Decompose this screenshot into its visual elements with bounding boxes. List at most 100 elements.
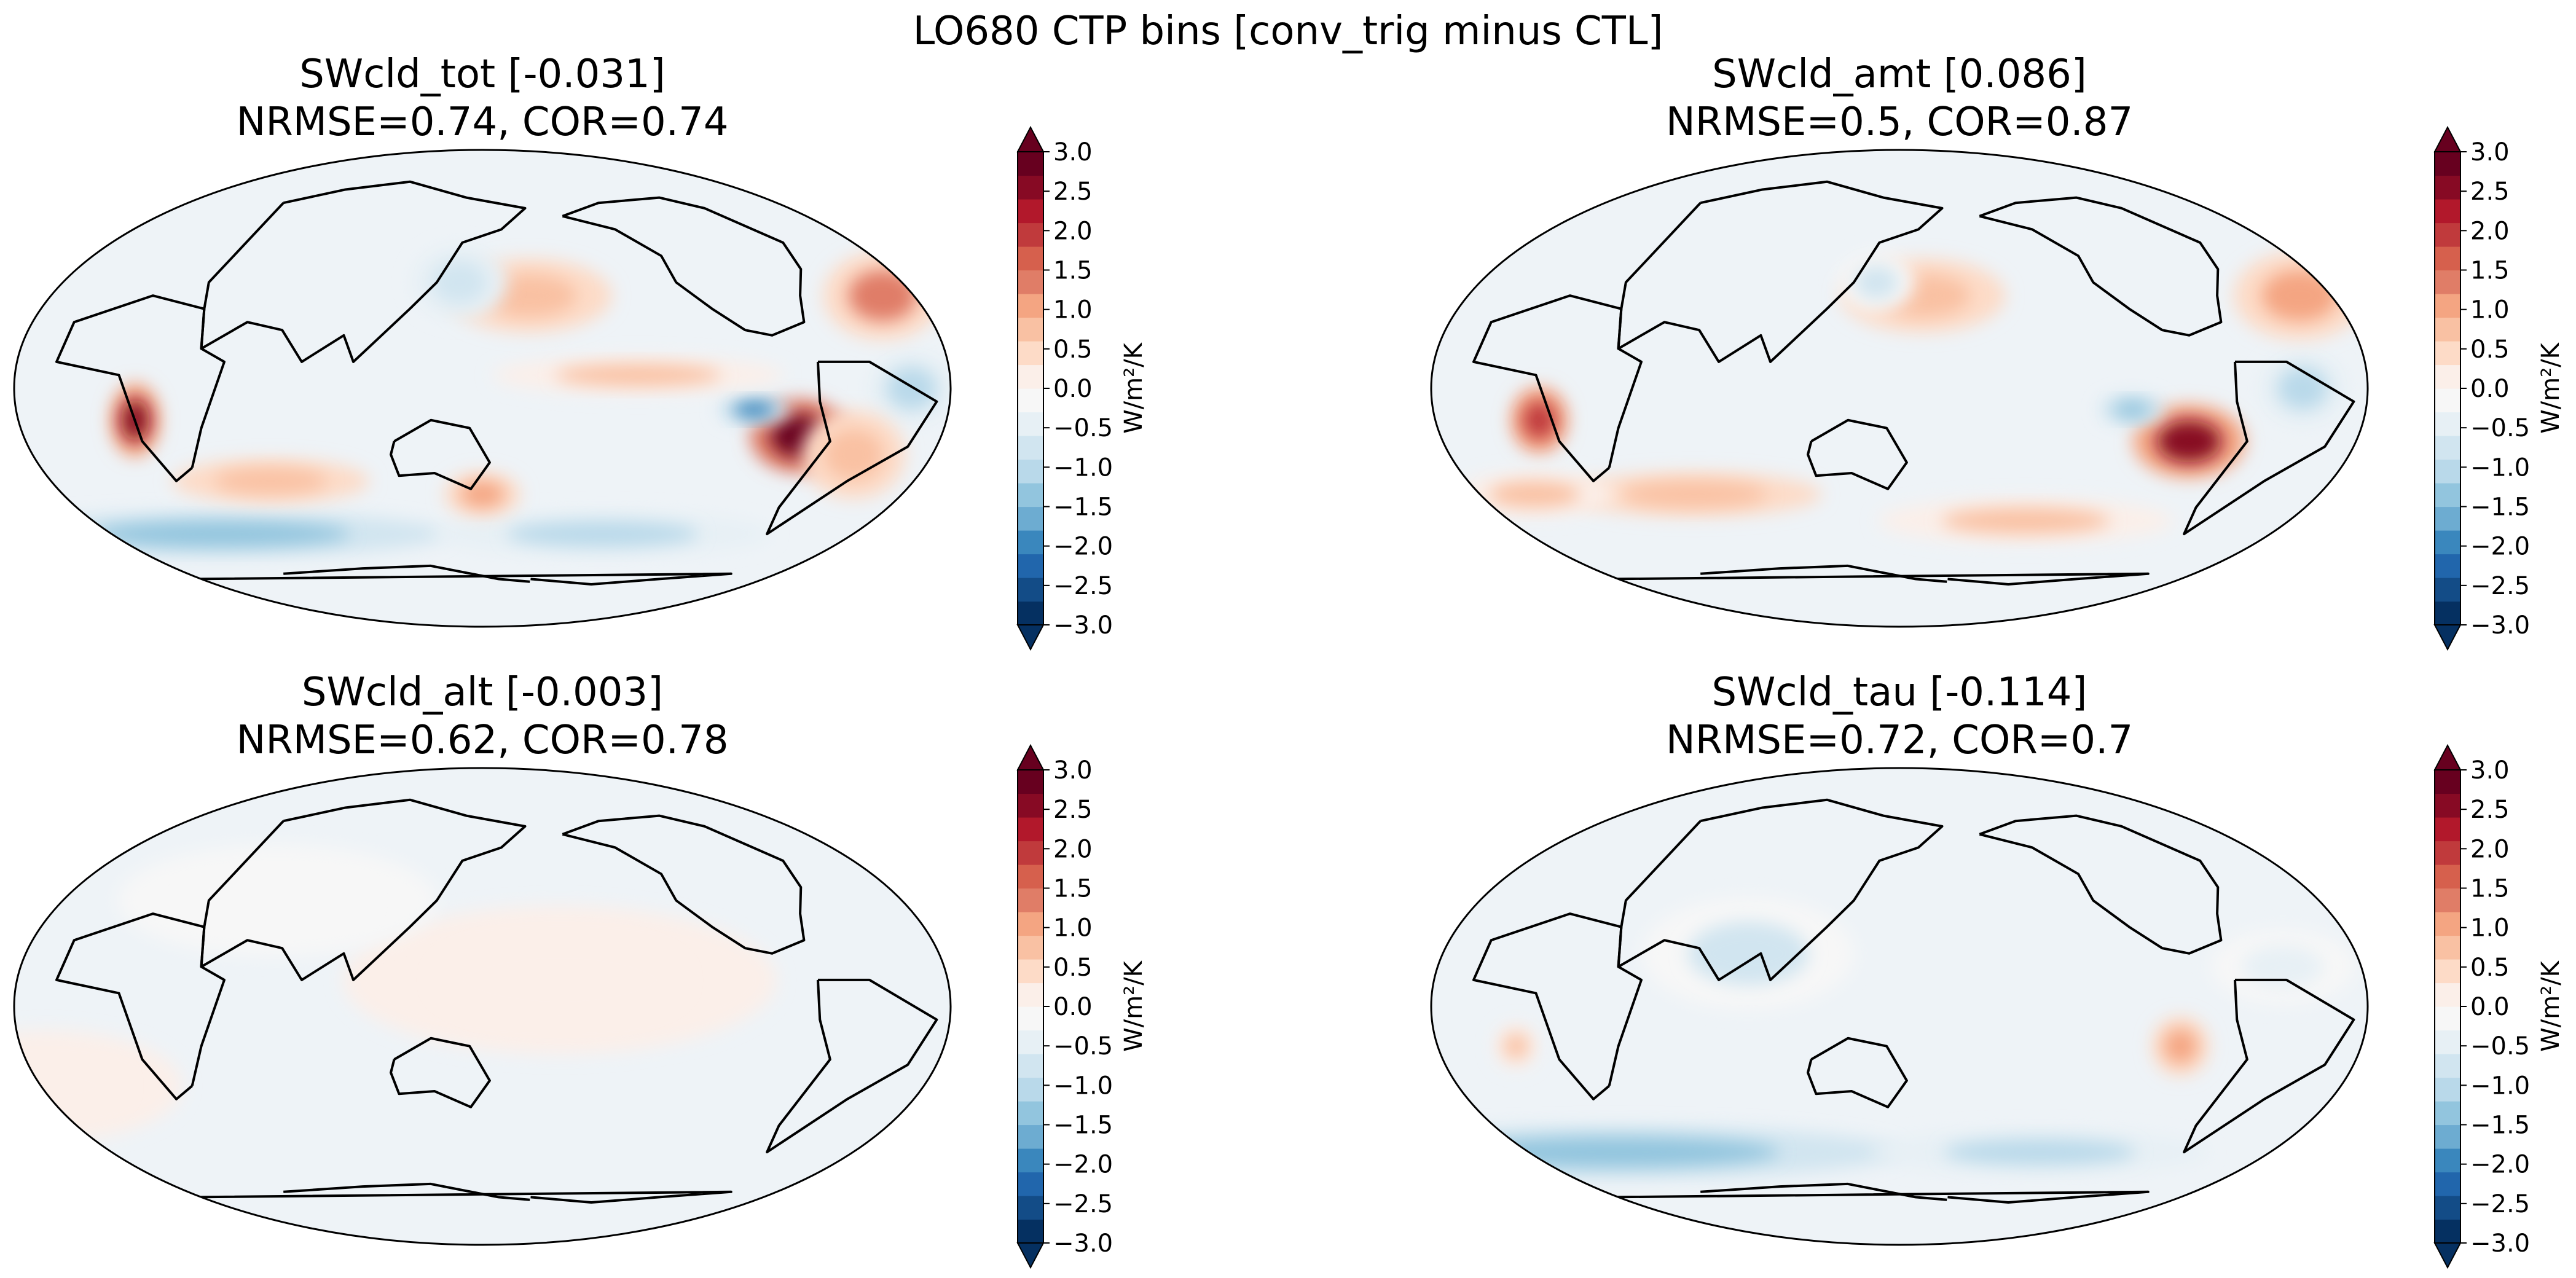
colorbar-segment-5 xyxy=(1018,483,1043,508)
colorbar-tick-label: −1.5 xyxy=(1053,493,1113,522)
colorbar-tick-label: −0.5 xyxy=(1053,1032,1113,1060)
anomaly-core-9 xyxy=(432,261,487,304)
colorbar-tick-label: 2.0 xyxy=(2470,835,2510,863)
colorbar-segment-17 xyxy=(2435,817,2460,842)
colorbar-segment-3 xyxy=(1018,1148,1043,1173)
colorbar-segment-5 xyxy=(2435,1101,2460,1126)
colorbar-tick-label: 2.0 xyxy=(2470,217,2510,245)
colorbar-segment-16 xyxy=(1018,841,1043,865)
colorbar-tick-label: −1.0 xyxy=(2470,1072,2530,1100)
anomaly-core-2 xyxy=(2164,1029,2197,1064)
colorbar-label: W/m²/K xyxy=(2537,960,2565,1052)
coastline-australia xyxy=(390,418,491,490)
anomaly-core-1 xyxy=(14,1054,125,1118)
panel-title-line2: NRMSE=0.5, COR=0.87 xyxy=(1665,100,2134,145)
colorbar-segment-12 xyxy=(1018,317,1043,342)
colorbar-tick-label: −0.5 xyxy=(2470,1032,2530,1060)
colorbar-segment-7 xyxy=(2435,436,2460,460)
map-background xyxy=(1431,768,2368,1245)
colorbar-tick-label: 3.0 xyxy=(1053,756,1093,785)
colorbar-tick-label: 1.5 xyxy=(2470,875,2510,903)
colorbar-segment-10 xyxy=(2435,364,2460,389)
colorbar-segment-18 xyxy=(2435,175,2460,200)
anomaly-core-11 xyxy=(460,481,505,508)
colorbar-segment-0 xyxy=(1018,601,1043,625)
map-field-group xyxy=(1431,768,2368,1245)
anomaly-core-2 xyxy=(186,868,369,933)
anomaly-core-10 xyxy=(214,468,328,494)
colorbar-tick-label: 0.5 xyxy=(2470,954,2510,982)
anomaly-core-4 xyxy=(849,270,917,321)
coastline-north-america xyxy=(1979,196,2223,337)
colorbar-extend-max xyxy=(1016,743,1045,770)
colorbar-segment-14 xyxy=(2435,888,2460,912)
colorbar-label: W/m²/K xyxy=(1120,342,1148,434)
panel-title-line2: NRMSE=0.62, COR=0.78 xyxy=(236,718,729,763)
colorbar-tick-label: −1.5 xyxy=(1053,1111,1113,1140)
coastline-south-america xyxy=(2183,360,2355,536)
colorbar-segment-4 xyxy=(1018,506,1043,531)
colorbar-segment-13 xyxy=(1018,912,1043,936)
anomaly-core-2 xyxy=(2113,401,2151,418)
colorbar-tick-label: 1.5 xyxy=(1053,875,1093,903)
colorbar-segment-1 xyxy=(1018,1196,1043,1220)
anomaly-core-1 xyxy=(1943,1139,2136,1165)
coastline-antarctica-west xyxy=(1610,572,2150,586)
colorbar-tick-label: 2.0 xyxy=(1053,217,1093,245)
colorbar-segment-10 xyxy=(1018,982,1043,1007)
coastline-australia xyxy=(1807,418,1908,490)
map-panel-svg: −3.0 −2.5 −2.0 −1.5 −1.0 −0.5 0.0 0.5 1.0 1.5 2.0 2… xyxy=(13,743,1148,1269)
map-field-group xyxy=(14,768,951,1245)
colorbar-segment-8 xyxy=(1018,1030,1043,1054)
colorbar-extend-min xyxy=(2433,1242,2462,1269)
colorbar-tick-label: 0.5 xyxy=(1053,954,1093,982)
colorbar-tick-label: 2.5 xyxy=(1053,178,1093,206)
panel-swcld-tot: SWcld_tot [-0.031] NRMSE=0.74, COR=0.74 … xyxy=(12,50,1174,659)
colorbar: −3.0 −2.5 −2.0 −1.5 −1.0 −0.5 0.0 0.5 1.0 1.5 2.0 2… xyxy=(1016,125,1148,651)
colorbar-tick-label: 0.0 xyxy=(2470,993,2510,1021)
colorbar-tick-label: 1.0 xyxy=(1053,296,1093,324)
colorbar-tick-label: 2.0 xyxy=(1053,835,1093,863)
colorbar-segment-12 xyxy=(1018,935,1043,960)
anomaly-core-3 xyxy=(886,367,937,410)
colorbar-segment-6 xyxy=(2435,459,2460,484)
colorbar-segment-7 xyxy=(1018,436,1043,460)
colorbar-segment-0 xyxy=(2435,601,2460,625)
panel-title-line2: NRMSE=0.74, COR=0.74 xyxy=(236,100,729,145)
colorbar-segment-18 xyxy=(1018,793,1043,818)
colorbar-extend-max xyxy=(2433,125,2462,152)
coastline-australia xyxy=(390,1037,491,1108)
colorbar-segment-18 xyxy=(2435,793,2460,818)
colorbar-tick-label: 3.0 xyxy=(1053,138,1093,167)
coastline-south-america xyxy=(766,978,938,1154)
colorbar-segment-8 xyxy=(1018,412,1043,436)
colorbar-segment-7 xyxy=(1018,1054,1043,1078)
colorbar-tick-label: −3.0 xyxy=(2470,611,2530,640)
coastline-antarctica-east xyxy=(283,564,530,583)
anomaly-core-0 xyxy=(2157,420,2222,463)
anomaly-core-5 xyxy=(2242,945,2324,988)
map-panel-svg: −3.0 −2.5 −2.0 −1.5 −1.0 −0.5 0.0 0.5 1.0 1.5 2.0 2… xyxy=(1430,125,2565,651)
map-field-group xyxy=(1431,150,2368,627)
coastline-antarctica-west xyxy=(193,1190,732,1204)
colorbar-tick-label: 0.0 xyxy=(1053,375,1093,403)
colorbar-tick-label: −2.0 xyxy=(2470,533,2530,561)
colorbar-segment-1 xyxy=(2435,578,2460,602)
colorbar-tick-label: −1.0 xyxy=(2470,453,2530,482)
colorbar-segment-5 xyxy=(2435,483,2460,508)
colorbar-tick-label: 3.0 xyxy=(2470,756,2510,785)
anomaly-core-4 xyxy=(1687,922,1809,986)
colorbar-tick-label: −2.5 xyxy=(2470,572,2530,600)
colorbar-segment-16 xyxy=(2435,841,2460,865)
colorbar-tick-label: −2.0 xyxy=(1053,533,1113,561)
colorbar-segment-9 xyxy=(2435,1006,2460,1031)
panel-swcld-alt: SWcld_alt [-0.003] NRMSE=0.62, COR=0.78 … xyxy=(12,668,1174,1277)
colorbar-tick-label: 0.0 xyxy=(1053,993,1093,1021)
panel-title: SWcld_alt [-0.003] NRMSE=0.62, COR=0.78 xyxy=(12,668,952,764)
anomaly-core-3 xyxy=(1504,1033,1529,1059)
colorbar-segment-9 xyxy=(1018,1006,1043,1031)
colorbar-segment-14 xyxy=(1018,888,1043,912)
map-outline xyxy=(13,149,952,628)
colorbar-segment-11 xyxy=(2435,959,2460,984)
coastline-south-america xyxy=(2183,978,2355,1154)
